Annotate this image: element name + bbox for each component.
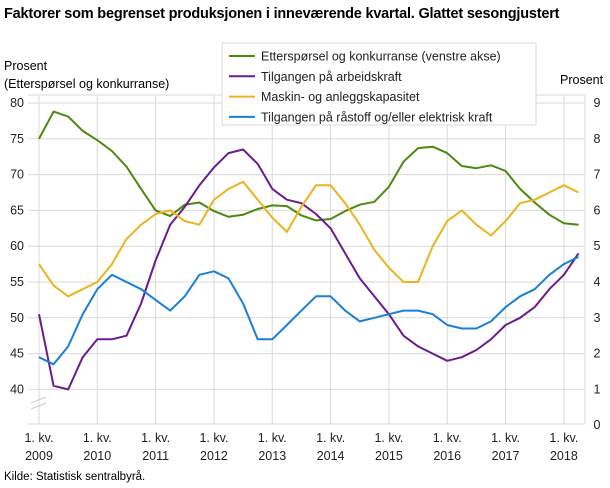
x-tick-year: 2009 [25, 449, 53, 463]
x-tick-label: 1. kv. [25, 431, 54, 445]
x-tick-label: 1. kv. [141, 431, 170, 445]
x-tick-label: 1. kv. [83, 431, 112, 445]
chart-title: Faktorer som begrenset produksjonen i in… [4, 6, 560, 22]
left-tick-label: 65 [10, 203, 24, 217]
right-tick-label: 6 [594, 203, 601, 217]
series-line-2 [38, 180, 579, 298]
x-tick-label: 1. kv. [316, 431, 345, 445]
x-tick-year: 2016 [433, 449, 461, 463]
right-tick-label: 3 [594, 311, 601, 325]
series-line-0 [38, 110, 579, 226]
right-tick-label: 5 [594, 239, 601, 253]
right-tick-label: 2 [594, 347, 601, 361]
left-tick-label: 75 [10, 132, 24, 146]
x-tick-year: 2017 [492, 449, 520, 463]
left-tick-label: 50 [10, 311, 24, 325]
right-tick-label: 8 [594, 132, 601, 146]
left-axis-label: Prosent [4, 59, 48, 73]
legend-box [221, 42, 537, 126]
legend-label: Maskin- og anleggskapasitet [261, 90, 420, 104]
x-tick-label: 1. kv. [258, 431, 287, 445]
series-line-3 [38, 256, 579, 366]
axis-break-mark [30, 396, 47, 404]
legend-label: Etterspørsel og konkurranse (venstre aks… [261, 50, 501, 64]
x-tick-year: 2014 [317, 449, 345, 463]
source-note: Kilde: Statistisk sentralbyrå. [4, 471, 146, 483]
left-tick-label: 60 [10, 239, 24, 253]
right-tick-label: 0 [594, 418, 601, 432]
x-tick-label: 1. kv. [549, 431, 578, 445]
series-line-1 [38, 148, 580, 391]
x-tick-year: 2018 [550, 449, 578, 463]
x-tick-label: 1. kv. [491, 431, 520, 445]
x-tick-year: 2013 [258, 449, 286, 463]
right-tick-label: 9 [594, 96, 601, 110]
x-tick-label: 1. kv. [199, 431, 228, 445]
axis-break-mark [30, 402, 47, 410]
x-tick-year: 2012 [200, 449, 228, 463]
x-tick-year: 2011 [142, 449, 169, 463]
x-tick-year: 2010 [83, 449, 111, 463]
legend-label: Tilgangen på råstoff og/eller elektrisk … [261, 110, 493, 124]
left-tick-label: 45 [10, 347, 24, 361]
right-tick-label: 4 [594, 275, 601, 289]
x-tick-year: 2015 [375, 449, 403, 463]
left-tick-label: 55 [10, 275, 24, 289]
left-tick-label: 80 [10, 96, 24, 110]
left-tick-label: 70 [10, 168, 24, 182]
legend-label: Tilgangen på arbeidskraft [261, 70, 402, 84]
left-tick-label: 40 [10, 382, 24, 396]
right-tick-label: 7 [594, 168, 601, 182]
left-axis-label-sub: (Etterspørsel og konkurranse) [4, 77, 170, 91]
right-axis-label: Prosent [560, 73, 604, 87]
x-tick-label: 1. kv. [433, 431, 462, 445]
x-tick-label: 1. kv. [374, 431, 403, 445]
right-tick-label: 1 [594, 382, 601, 396]
